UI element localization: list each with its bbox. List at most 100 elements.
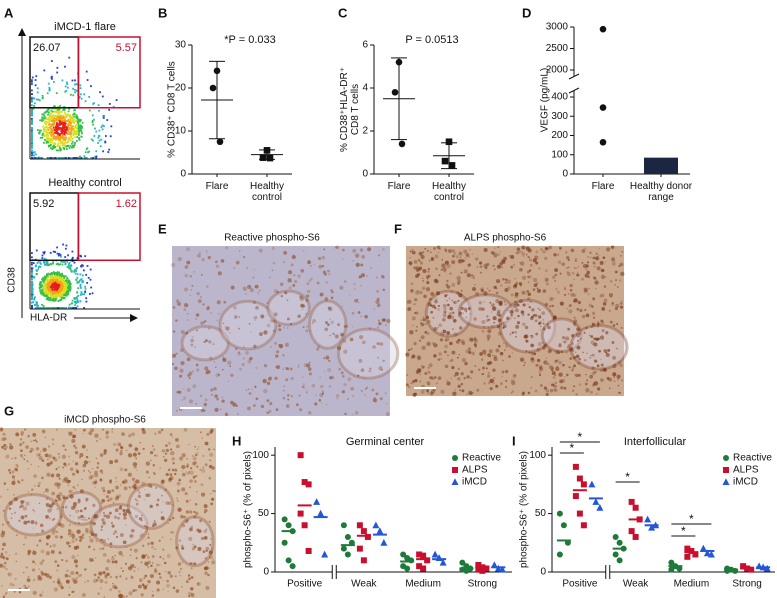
stain xyxy=(193,270,196,273)
stain xyxy=(427,392,430,395)
stain xyxy=(569,347,574,352)
cell-event xyxy=(62,285,64,288)
cell-event xyxy=(37,304,40,307)
cell-event xyxy=(55,119,57,122)
stain xyxy=(89,474,94,479)
cell-event xyxy=(72,307,75,309)
stain xyxy=(1,530,3,532)
stain xyxy=(530,315,535,319)
cell-event xyxy=(45,129,48,131)
stain xyxy=(444,248,447,252)
cell-event xyxy=(70,129,73,132)
stain xyxy=(510,265,514,269)
stain xyxy=(117,593,123,598)
cell-event xyxy=(54,275,57,278)
stain xyxy=(521,245,526,250)
cell-event xyxy=(69,122,72,125)
stain xyxy=(165,448,169,453)
stain xyxy=(38,502,41,504)
stain xyxy=(342,248,345,252)
stain xyxy=(49,545,52,548)
y-tick-label: 0 xyxy=(540,567,546,578)
stain xyxy=(96,466,99,469)
cell-event xyxy=(44,275,47,278)
stain xyxy=(143,498,146,501)
stain xyxy=(258,248,263,253)
stain xyxy=(463,259,465,262)
stain xyxy=(452,311,455,314)
stain xyxy=(581,248,586,254)
stain xyxy=(481,329,485,333)
stain xyxy=(596,322,600,326)
cell-event xyxy=(59,115,62,118)
cell-event xyxy=(43,69,46,72)
cell-event xyxy=(64,287,67,289)
cell-event xyxy=(36,157,39,159)
cell-event xyxy=(51,110,54,113)
stain xyxy=(210,428,214,433)
data-point xyxy=(479,567,486,574)
stain xyxy=(110,546,112,549)
stain xyxy=(521,392,525,396)
stain xyxy=(552,367,555,370)
cell-event xyxy=(58,273,61,276)
stain xyxy=(437,358,441,361)
stain xyxy=(16,465,19,468)
stain xyxy=(167,501,172,506)
cell-event xyxy=(76,131,79,134)
stain xyxy=(197,299,202,304)
cell-event xyxy=(48,139,51,142)
stain xyxy=(413,342,417,346)
stain xyxy=(321,264,325,268)
panel-letter: B xyxy=(158,5,167,20)
y-tick-label: 30 xyxy=(175,40,187,51)
data-point xyxy=(420,552,427,559)
cell-event xyxy=(97,136,100,139)
stain xyxy=(160,516,165,521)
stain xyxy=(446,263,451,269)
stain xyxy=(576,307,580,311)
cell-event xyxy=(75,302,78,304)
stain xyxy=(129,487,131,489)
stain xyxy=(5,445,9,449)
stain xyxy=(592,256,596,260)
stain xyxy=(1,548,4,551)
cell-event xyxy=(63,111,66,114)
stain xyxy=(179,456,183,460)
cell-event xyxy=(50,140,53,143)
cell-event xyxy=(51,286,54,289)
stain xyxy=(27,585,30,588)
cell-event xyxy=(104,140,107,143)
stain xyxy=(495,384,499,388)
stain xyxy=(3,561,7,565)
cell-event xyxy=(53,120,55,123)
y-tick-label: 0 xyxy=(263,567,269,578)
stain xyxy=(532,258,537,263)
stain xyxy=(58,466,60,468)
stain xyxy=(176,301,182,306)
stain xyxy=(521,251,523,253)
cell-event xyxy=(61,292,64,295)
cell-event xyxy=(68,147,71,149)
stain xyxy=(190,338,194,343)
stain xyxy=(7,521,10,524)
stain xyxy=(159,467,161,469)
data-point xyxy=(452,467,458,473)
stain xyxy=(527,248,532,253)
cell-event xyxy=(38,265,41,268)
cell-event xyxy=(55,118,58,121)
cell-event xyxy=(47,291,50,294)
cell-event xyxy=(52,116,55,119)
stain xyxy=(124,523,127,526)
stain xyxy=(84,581,87,584)
cell-event xyxy=(67,138,70,141)
cell-event xyxy=(77,118,80,121)
cell-event xyxy=(33,105,36,107)
stain xyxy=(165,444,168,447)
cell-event xyxy=(52,250,55,253)
stain xyxy=(550,368,554,372)
data-point xyxy=(445,138,453,146)
stain xyxy=(578,383,582,386)
stain xyxy=(181,585,184,588)
data-point xyxy=(398,140,406,148)
